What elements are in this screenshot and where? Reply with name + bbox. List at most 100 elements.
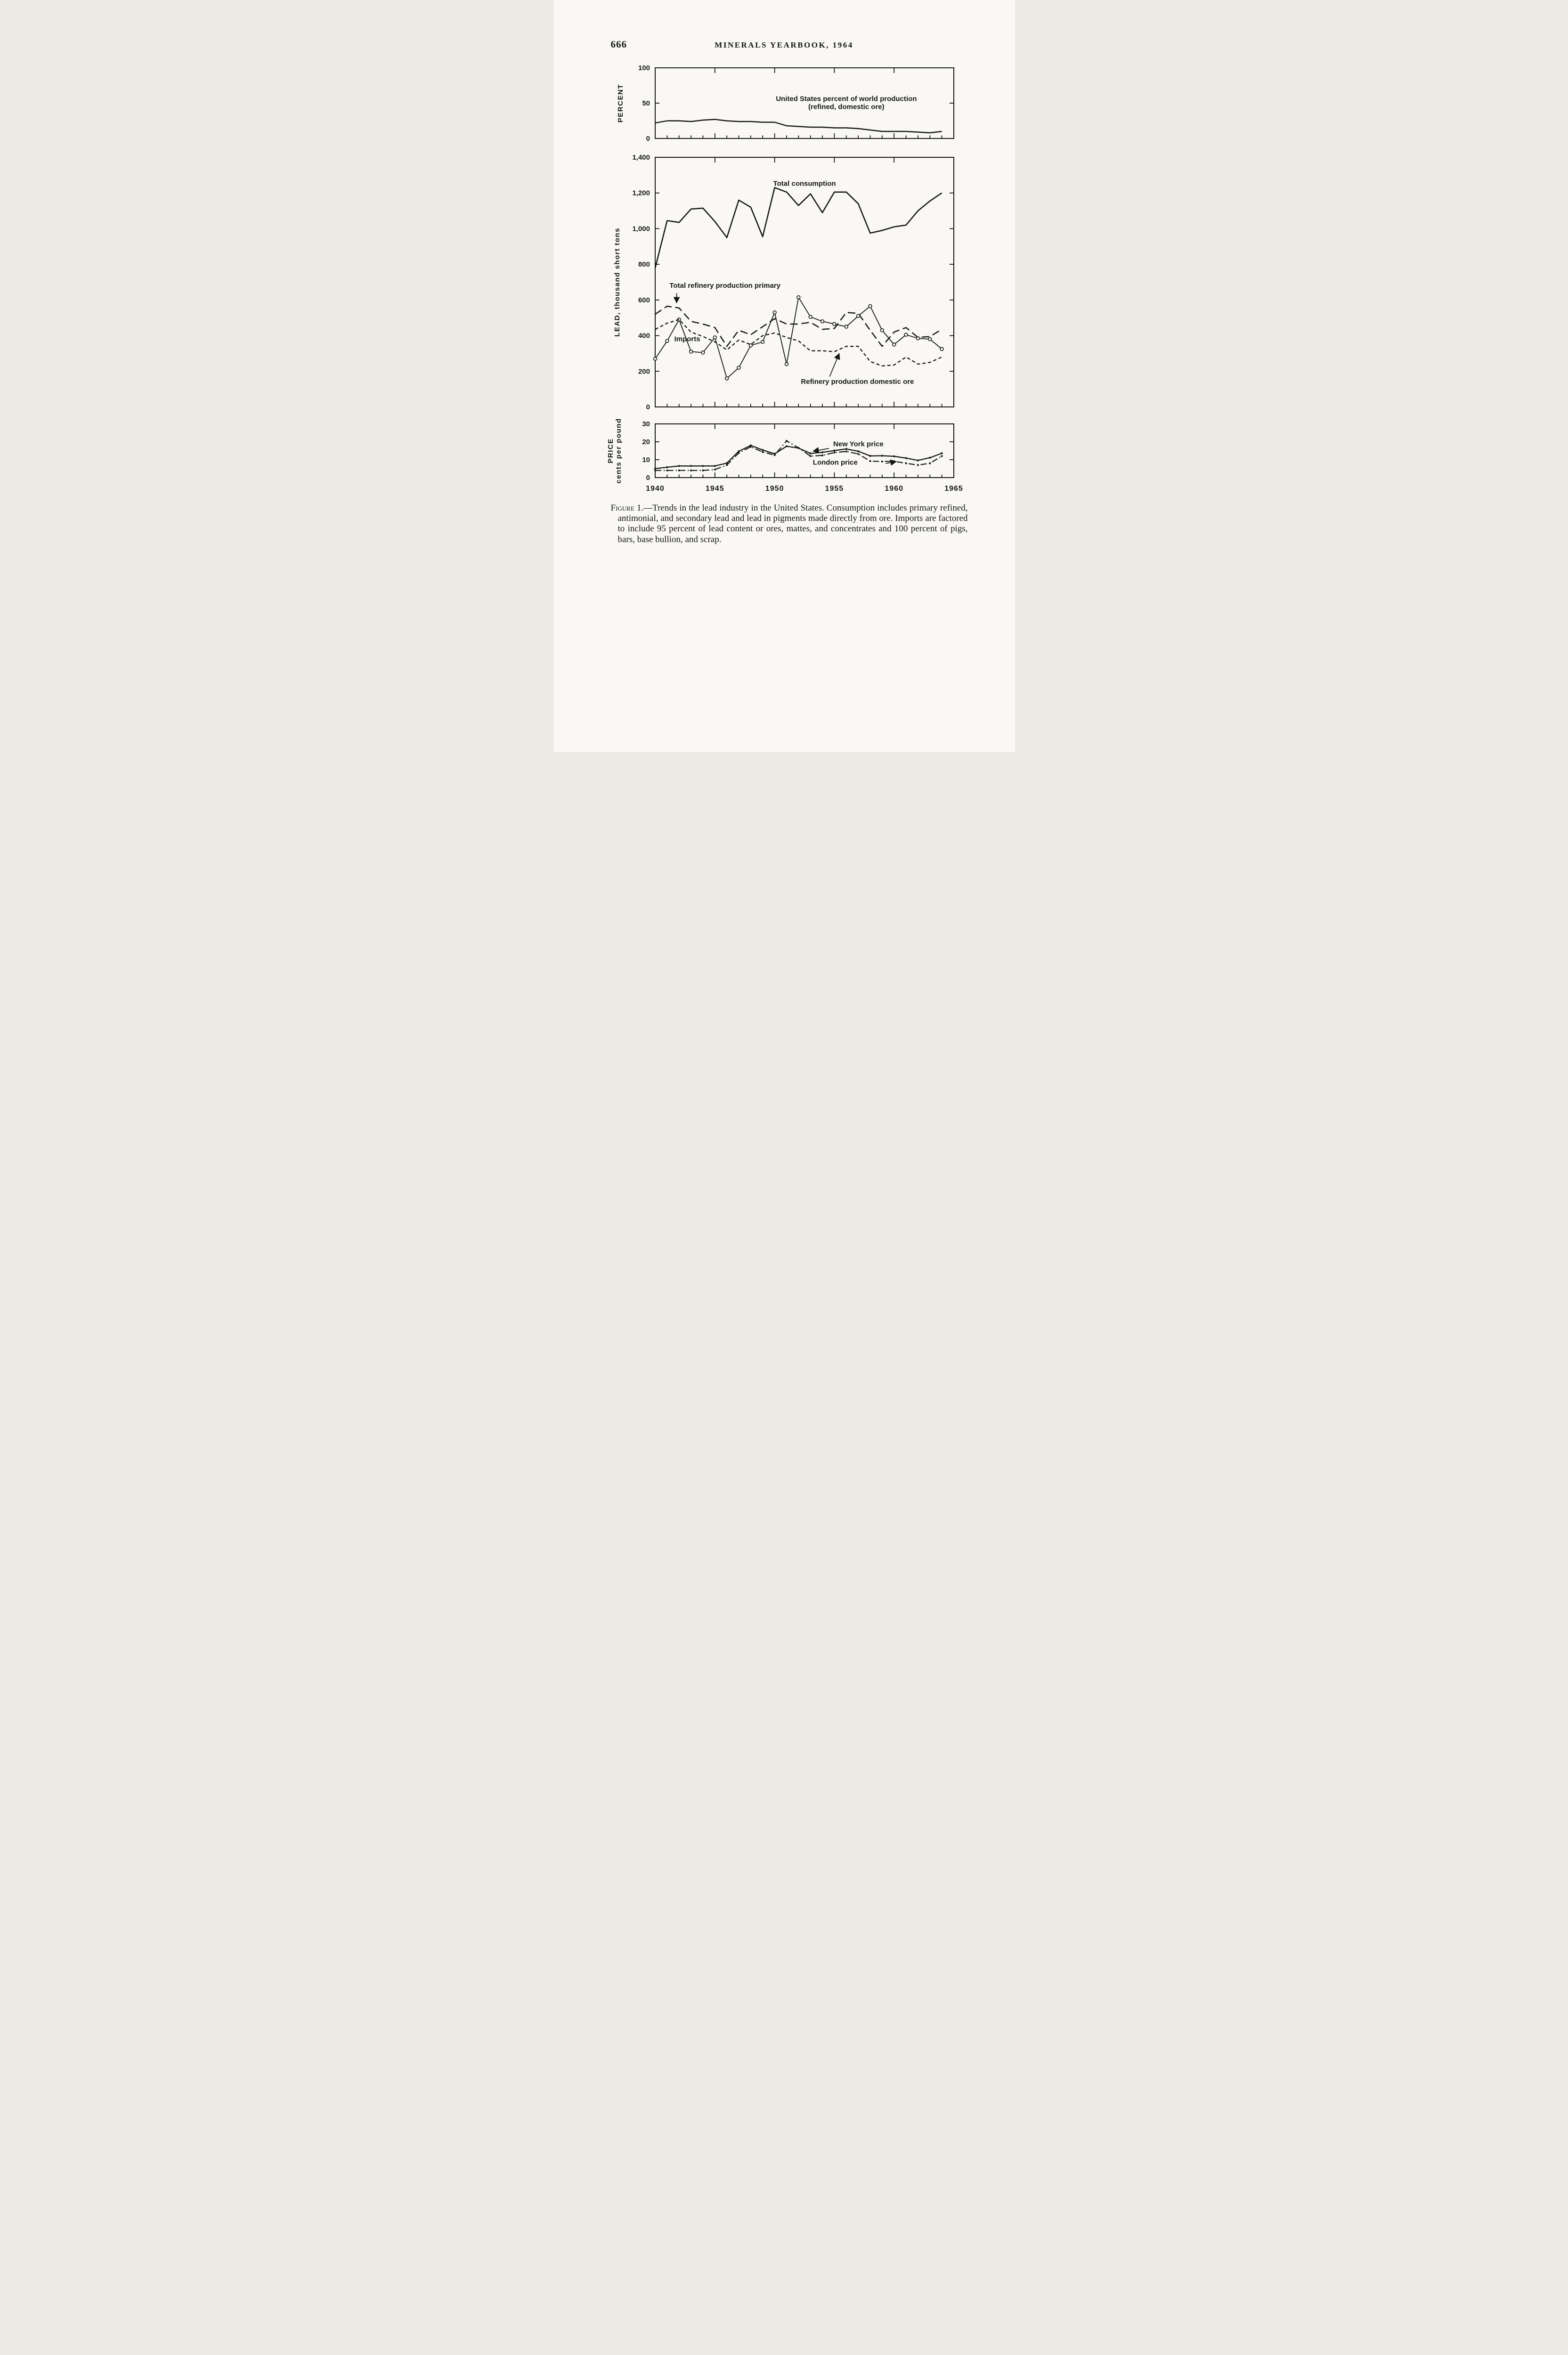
data-point-marker [845,450,847,453]
data-point-marker [749,446,752,448]
data-point-marker [725,464,728,466]
data-point-marker [905,462,907,464]
data-point-marker [678,465,680,467]
annotation-label: Imports [674,335,700,343]
annotation-label: Total refinery production primary [669,282,780,290]
y-tick-label: 30 [642,420,650,428]
percent-of-world-production-chart: 0 50 100 PERCENT United States percent of wo… [617,64,954,143]
data-point-marker [869,460,871,463]
y-tick-label: 0 [646,474,650,482]
data-point-marker [917,459,919,462]
plot-frame [654,157,954,407]
data-point-marker [808,315,812,319]
data-point-marker [785,440,788,442]
data-point-marker [893,455,895,457]
annotation-label: Total consumption [773,180,836,188]
y-tick-label: 1,400 [632,154,650,162]
data-point-marker [654,467,656,470]
y-tick-label: 600 [638,296,650,304]
plot-frame [654,423,954,478]
y-axis-label: cents per pound [615,419,623,484]
data-point-marker [917,464,919,466]
data-point-marker [724,376,729,381]
data-point-marker [714,465,716,467]
data-point-marker [881,455,883,457]
data-point-marker [903,333,908,337]
page-header: 666 MINERALS YEARBOOK, 1964 [553,0,1015,56]
figure-1: 0 50 100 PERCENT United States percent of wo… [553,56,1015,495]
series-refinery-production-domestic-ore [654,319,942,367]
x-tick-label: 1965 [944,485,963,493]
lead-tonnage-chart: 0 200 400 600 800 1,000 1,200 1,400 LEAD, thousa… [613,154,954,411]
y-tick-label: 400 [638,332,650,340]
data-point-marker [666,466,668,469]
data-point-marker [797,447,799,449]
data-point-marker [916,336,920,341]
data-point-marker [845,448,847,450]
y-tick-label: 10 [642,456,650,464]
annotation-label: Refinery production domestic ore [801,378,914,386]
data-point-marker [690,469,692,471]
y-tick-label: 20 [642,438,650,446]
y-tick-label: 1,000 [632,225,650,233]
x-tick-label: 1945 [706,485,724,493]
data-point-marker [701,465,704,467]
data-point-marker [665,339,669,343]
data-point-marker [939,347,944,351]
data-point-marker [857,450,859,453]
data-point-marker [880,328,884,333]
lead-price-chart: 0 10 20 30 1940 1945 1950 1955 1960 1965 PRICE cent… [607,419,963,493]
series-total-refinery-production-primary [654,305,942,347]
data-point-marker [725,462,728,464]
data-point-marker [881,460,883,463]
data-point-marker [892,342,896,347]
y-tick-label: 0 [646,135,650,143]
annotation-label: (refined, domestic ore) [808,103,884,111]
y-tick-label: 50 [642,99,650,107]
data-point-marker [761,451,764,453]
y-tick-label: 800 [638,260,650,268]
data-point-marker [773,454,776,456]
data-point-marker [713,335,717,340]
data-point-marker [821,451,823,454]
data-point-marker [927,337,932,341]
data-point-marker [714,468,716,471]
data-point-marker [868,304,872,309]
figure-caption-label: Figure 1. [610,503,644,513]
annotation-label: New York price [833,440,883,448]
data-point-marker [737,452,740,454]
data-point-marker [653,357,657,361]
series-total-consumption [654,187,942,268]
y-axis-label: PERCENT [617,84,625,122]
data-point-marker [772,310,777,315]
running-head-title: MINERALS YEARBOOK, 1964 [715,41,853,49]
annotation-arrow [812,447,829,454]
y-tick-label: 0 [646,403,650,411]
page-number: 666 [610,39,627,50]
x-tick-label: 1955 [825,485,844,493]
y-tick-label: 200 [638,367,650,375]
data-point-marker [820,319,824,324]
data-point-marker [856,314,860,318]
y-axis-label: PRICE [607,438,615,463]
annotation-arrow [885,459,897,466]
plot-frame [654,67,954,139]
data-point-marker [760,340,764,344]
data-point-marker [941,452,943,455]
figure-caption: Figure 1.—Trends in the lead industry in… [611,503,968,545]
x-tick-label: 1940 [646,485,665,493]
data-point-marker [844,325,848,329]
data-point-marker [666,469,668,471]
data-point-marker [821,454,823,456]
annotation-arrow [829,353,840,377]
data-point-marker [796,295,800,300]
data-point-marker [785,445,788,447]
y-tick-label: 100 [638,64,650,72]
data-point-marker [761,449,764,451]
annotation-label: United States percent of world productio… [776,95,917,103]
data-point-marker [833,451,835,454]
data-point-marker [857,453,859,455]
data-point-marker [737,450,740,453]
data-point-marker [809,455,812,457]
data-point-marker [700,350,705,355]
